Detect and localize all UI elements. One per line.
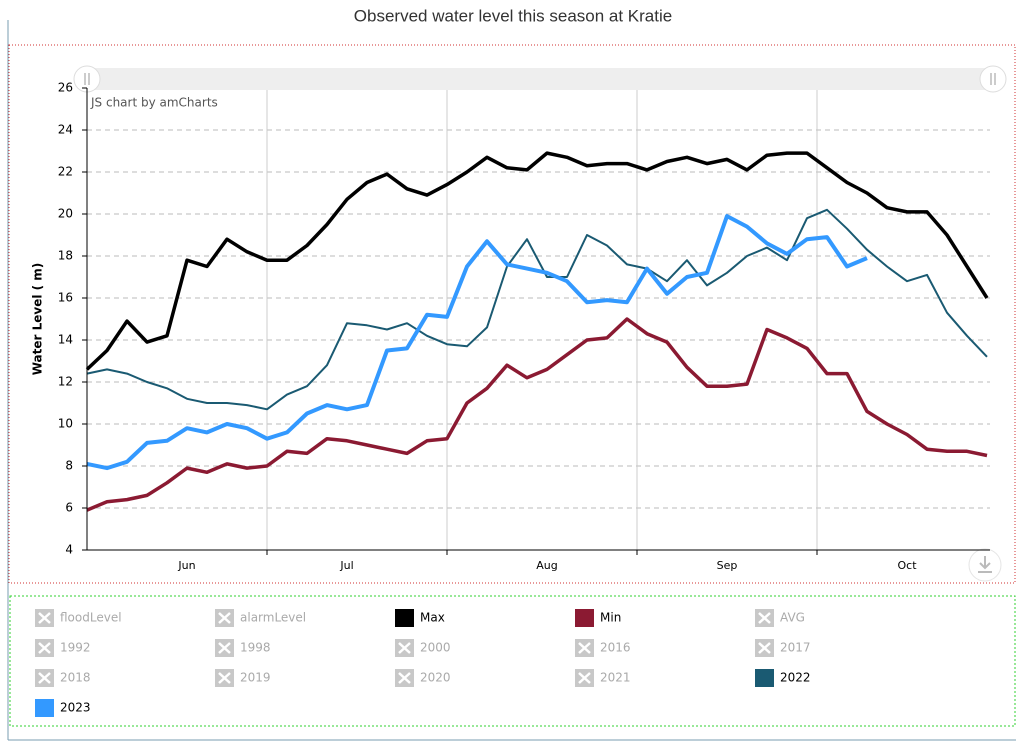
legend-item[interactable]: 2021	[575, 669, 631, 687]
x-tick-label: Jul	[339, 559, 353, 572]
legend-item[interactable]: 2022	[755, 669, 811, 687]
x-tick-label: Jun	[177, 559, 195, 572]
legend-item[interactable]: 1998	[215, 639, 271, 657]
legend-item[interactable]: 2020	[395, 669, 451, 687]
legend-x	[38, 672, 51, 684]
legend-x	[758, 642, 771, 654]
series-line	[86, 208, 988, 411]
legend-item[interactable]: 2023	[35, 699, 91, 717]
y-tick-label: 14	[58, 333, 73, 347]
legend-label: 2017	[780, 641, 811, 655]
legend-label: 2020	[420, 671, 451, 685]
chart-title: Observed water level this season at Krat…	[354, 6, 672, 25]
legend-label: 1992	[60, 641, 91, 655]
legend-x	[218, 612, 231, 624]
chart-border	[8, 44, 1016, 584]
legend-marker	[575, 609, 594, 627]
y-axis-label: Water Level ( m)	[31, 263, 45, 376]
y-tick-label: 12	[58, 375, 73, 389]
legend-item[interactable]: 2018	[35, 669, 91, 687]
handle-grip	[84, 73, 90, 85]
series-line	[85, 151, 989, 371]
legend-label: 2021	[600, 671, 631, 685]
legend-x	[758, 612, 771, 624]
y-tick-label: 22	[58, 165, 73, 179]
scrollbar[interactable]	[87, 68, 993, 90]
legend-item[interactable]: 2000	[395, 639, 451, 657]
legend-item[interactable]: alarmLevel	[215, 609, 306, 627]
legend-x	[578, 672, 591, 684]
y-tick-label: 24	[58, 123, 73, 137]
legend-item[interactable]: 1992	[35, 639, 91, 657]
x-tick-label: Oct	[897, 559, 917, 572]
legend-label: 2018	[60, 671, 91, 685]
legend-label: 2016	[600, 641, 631, 655]
series-line	[86, 317, 988, 512]
legend-x	[218, 642, 231, 654]
legend-x	[218, 672, 231, 684]
legend-item[interactable]: AVG	[755, 609, 805, 627]
legend-x	[38, 642, 51, 654]
legend-item[interactable]: Max	[395, 609, 445, 627]
legend-label: Min	[600, 611, 621, 625]
legend-label: 2019	[240, 671, 271, 685]
legend-label: 1998	[240, 641, 271, 655]
legend-label: 2000	[420, 641, 451, 655]
legend-label: 2023	[60, 701, 91, 715]
legend-border	[9, 595, 1016, 727]
x-tick-label: Aug	[536, 559, 557, 572]
export-icon	[978, 556, 992, 573]
y-tick-label: 4	[65, 543, 73, 557]
legend-item[interactable]: 2019	[215, 669, 271, 687]
y-tick-label: 6	[65, 501, 73, 515]
y-tick-label: 18	[58, 249, 73, 263]
legend-x	[578, 642, 591, 654]
credit: JS chart by amCharts	[90, 96, 218, 110]
legend-x	[398, 642, 411, 654]
legend-label: AVG	[780, 611, 805, 625]
x-tick-label: Sep	[717, 559, 738, 572]
y-tick-label: 10	[58, 417, 73, 431]
y-tick-label: 26	[58, 81, 73, 95]
legend-label: alarmLevel	[240, 611, 306, 625]
scroll-handle-right[interactable]	[979, 65, 1007, 93]
legend-label: floodLevel	[60, 611, 122, 625]
legend-marker	[395, 609, 414, 627]
legend-x	[398, 672, 411, 684]
legend-item[interactable]: floodLevel	[35, 609, 122, 627]
legend-x	[38, 612, 51, 624]
legend-marker	[755, 669, 774, 687]
legend-label: 2022	[780, 671, 811, 685]
legend-label: Max	[420, 611, 445, 625]
y-tick-label: 8	[65, 459, 73, 473]
series-line	[86, 214, 868, 471]
handle-grip	[990, 73, 996, 85]
legend-item[interactable]: 2016	[575, 639, 631, 657]
legend-marker	[35, 699, 54, 717]
y-tick-label: 20	[58, 207, 73, 221]
legend-item[interactable]: Min	[575, 609, 621, 627]
legend-item[interactable]: 2017	[755, 639, 811, 657]
y-tick-label: 16	[58, 291, 73, 305]
